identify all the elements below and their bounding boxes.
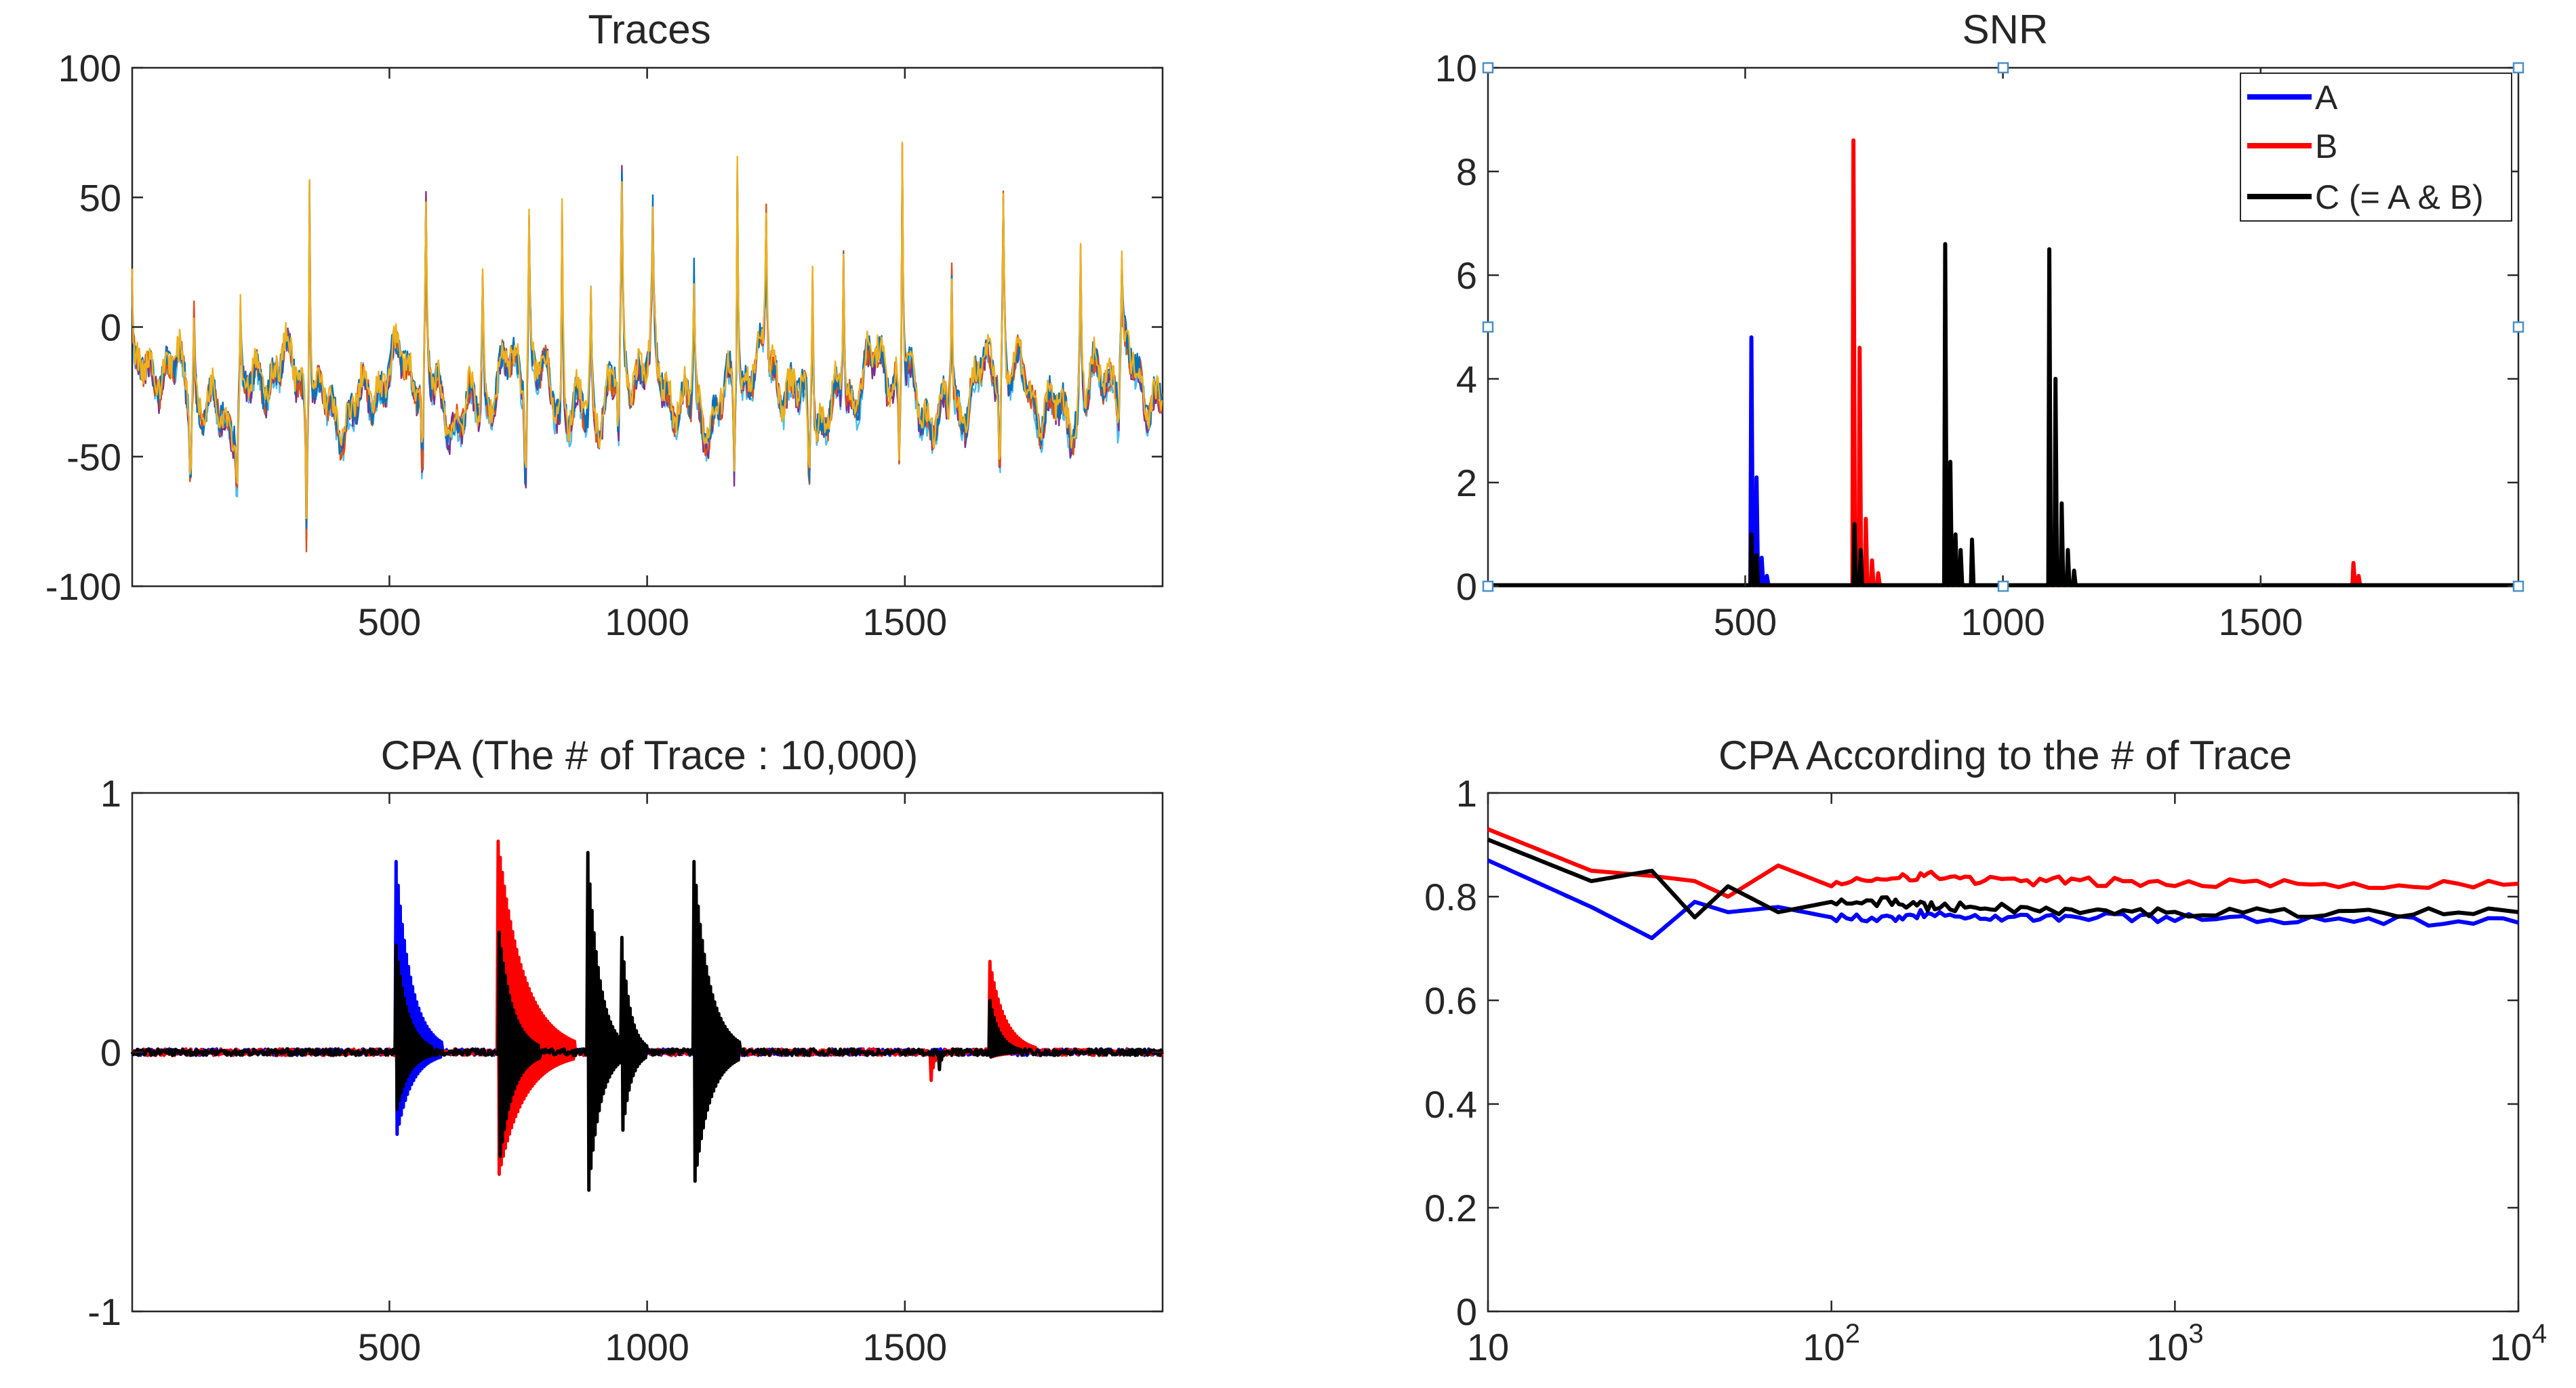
snr-xtick-label: 1500: [2219, 600, 2303, 643]
selection-handle[interactable]: [1482, 62, 1494, 74]
cpa-by-traces-ytick-label: 0.4: [1424, 1083, 1477, 1126]
cpa-by-traces-xtick-label: 104: [2490, 1319, 2548, 1368]
legend-label-a: A: [2315, 79, 2338, 117]
snr-ytick-label: 4: [1456, 358, 1477, 401]
cpa-by-traces-xtick-label: 10: [1467, 1326, 1509, 1368]
cpa-by-traces-ticks: 10 102 103 104 0 0.2 0.4 0.6 0.8 1: [1424, 772, 2547, 1368]
traces-title: Traces: [588, 7, 710, 52]
traces-ticks: 500 1000 1500 -100 -50 0 50 100: [45, 47, 1163, 643]
selection-handle[interactable]: [1997, 62, 2009, 74]
panel-traces: Traces 500 1000 1500 -100 -50 0 50 100: [45, 7, 1164, 643]
cpa-xtick-label: 1000: [605, 1326, 689, 1368]
selection-handle[interactable]: [1482, 321, 1494, 333]
snr-ytick-label: 10: [1435, 47, 1477, 89]
traces-plot: [131, 141, 1163, 553]
traces-xtick-label: 500: [358, 600, 421, 643]
cpa-xtick-label: 500: [358, 1326, 421, 1368]
cpa-by-traces-ytick-label: 1: [1456, 772, 1477, 815]
cpa-by-traces-series-c: [1487, 838, 2519, 920]
snr-legend: A B C (= A & B): [2240, 73, 2512, 222]
selection-handle[interactable]: [1482, 580, 1494, 592]
selection-handle[interactable]: [1997, 580, 2009, 592]
cpa-ytick-label: 0: [100, 1032, 121, 1074]
cpa-ytick-label: 1: [100, 772, 121, 815]
cpa-ticks: 500 1000 1500 -1 0 1: [87, 772, 1163, 1368]
snr-ticks: 500 1000 1500 0 2 4 6 8 10: [1435, 47, 2518, 643]
snr-selection-handles: [1482, 62, 2524, 592]
traces-ytick-label: 100: [58, 47, 121, 89]
cpa-by-traces-ytick-label: 0: [1456, 1290, 1477, 1333]
panel-snr: SNR 500 1000 1500 0 2 4 6 8 10 A B C (= A & B): [1435, 7, 2524, 643]
cpa-by-traces-ytick-label: 0.2: [1424, 1187, 1477, 1229]
cpa-by-traces-xtick-label: 103: [2146, 1319, 2204, 1368]
panel-cpa: CPA (The # of Trace : 10,000) 500 1000 150…: [87, 733, 1164, 1368]
snr-ytick-label: 6: [1456, 254, 1477, 297]
cpa-plot: [130, 839, 1164, 1192]
cpa-by-traces-series-a: [1487, 858, 2519, 941]
traces-xtick-label: 1500: [863, 600, 948, 643]
snr-ytick-label: 0: [1456, 565, 1477, 608]
panel-cpa-by-traces: CPA According to the # of Trace 10 102 103…: [1424, 733, 2547, 1368]
cpa-ytick-label: -1: [87, 1290, 121, 1333]
legend-label-b: B: [2315, 127, 2337, 165]
traces-axes: [131, 66, 1164, 588]
legend-label-c: C (= A & B): [2315, 178, 2484, 216]
snr-xtick-label: 1000: [1960, 600, 2045, 643]
snr-series-c: [1488, 242, 2518, 588]
selection-handle[interactable]: [2512, 321, 2524, 333]
selection-handle[interactable]: [2512, 580, 2524, 592]
snr-plot: [1488, 138, 2518, 588]
cpa-title: CPA (The # of Trace : 10,000): [381, 733, 919, 778]
traces-ytick-label: 50: [79, 176, 121, 219]
traces-ytick-label: 0: [100, 306, 121, 349]
trace-line: [131, 141, 1163, 519]
traces-xtick-label: 1000: [605, 600, 689, 643]
cpa-series-c: [130, 851, 1164, 1192]
cpa-xtick-label: 1500: [863, 1326, 948, 1368]
cpa-by-traces-ytick-label: 0.8: [1424, 876, 1477, 918]
cpa-by-traces-plot: [1487, 827, 2519, 941]
selection-handle[interactable]: [2512, 62, 2524, 74]
cpa-by-traces-ytick-label: 0.6: [1424, 979, 1477, 1022]
traces-ytick-label: -50: [66, 436, 121, 478]
snr-title: SNR: [1963, 7, 2049, 52]
snr-ytick-label: 8: [1456, 150, 1477, 193]
cpa-by-traces-title: CPA According to the # of Trace: [1718, 733, 2292, 778]
cpa-by-traces-xtick-label: 102: [1803, 1319, 1860, 1368]
snr-ytick-label: 2: [1456, 462, 1477, 504]
traces-ytick-label: -100: [45, 565, 121, 608]
snr-xtick-label: 500: [1714, 600, 1777, 643]
